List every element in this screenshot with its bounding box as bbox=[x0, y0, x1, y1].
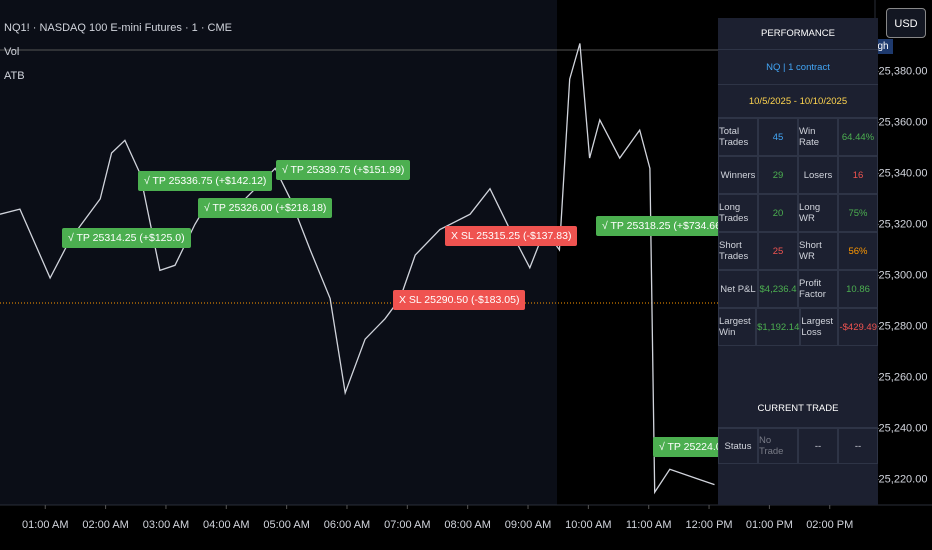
stats-cell: -$429.49 bbox=[838, 308, 878, 346]
stats-row: Net P&L $4,236.4 Profit Factor 10.86 bbox=[718, 270, 878, 308]
stats-cell: Short Trades bbox=[718, 232, 758, 270]
trade-label: √ TP 25318.25 (+$734.66) bbox=[596, 216, 731, 236]
x-tick-label: 06:00 AM bbox=[324, 519, 370, 531]
y-tick-label: 25,360.00 bbox=[879, 116, 928, 128]
indicator-label[interactable]: Vol bbox=[4, 46, 20, 58]
x-tick-label: 12:00 PM bbox=[686, 519, 733, 531]
y-tick-label: 25,380.00 bbox=[879, 65, 928, 77]
stats-cell: Largest Loss bbox=[800, 308, 839, 346]
symbol-title: NQ1! · NASDAQ 100 E-mini Futures · 1 · C… bbox=[4, 22, 232, 34]
session-background bbox=[0, 0, 557, 505]
stats-cell: 56% bbox=[838, 232, 878, 270]
panel-title-text: PERFORMANCE bbox=[761, 28, 835, 39]
trade-label: √ TP 25326.00 (+$218.18) bbox=[198, 198, 333, 218]
x-tick-label: 03:00 AM bbox=[143, 519, 189, 531]
stats-cell: 29 bbox=[758, 156, 798, 194]
stats-cell: Long Trades bbox=[718, 194, 758, 232]
y-tick-label: 25,300.00 bbox=[879, 269, 928, 281]
x-tick-label: 01:00 AM bbox=[22, 519, 68, 531]
y-tick-label: 25,220.00 bbox=[879, 473, 928, 485]
stats-cell: 75% bbox=[838, 194, 878, 232]
x-tick-label: 02:00 PM bbox=[806, 519, 853, 531]
trade-cell: Status bbox=[718, 428, 758, 464]
trade-label: X SL 25290.50 (-$183.05) bbox=[393, 290, 526, 310]
performance-panel: PERFORMANCE NQ | 1 contract 10/5/2025 - … bbox=[718, 18, 878, 505]
contract-label: NQ | 1 contract bbox=[718, 50, 878, 85]
stats-row: Long Trades 20 Long WR 75% bbox=[718, 194, 878, 232]
panel-title: PERFORMANCE bbox=[718, 18, 878, 50]
trade-row: Status No Trade -- -- bbox=[718, 428, 878, 464]
stats-cell: Winners bbox=[718, 156, 758, 194]
x-tick-label: 05:00 AM bbox=[263, 519, 309, 531]
stats-row: Total Trades 45 Win Rate 64.44% bbox=[718, 118, 878, 156]
trade-cell: No Trade bbox=[758, 428, 798, 464]
trade-label: X SL 25315.25 (-$137.83) bbox=[445, 226, 578, 246]
price-line bbox=[0, 43, 715, 495]
stats-row: Largest Win $1,192.14 Largest Loss -$429.49 bbox=[718, 308, 878, 346]
stats-cell: $4,236.4 bbox=[758, 270, 798, 308]
x-tick-label: 10:00 AM bbox=[565, 519, 611, 531]
indicator-label[interactable]: ATB bbox=[4, 70, 25, 82]
stats-cell: Largest Win bbox=[718, 308, 757, 346]
stats-cell: 25 bbox=[758, 232, 798, 270]
trade-cell: -- bbox=[838, 428, 878, 464]
trade-label: √ TP 25339.75 (+$151.99) bbox=[276, 160, 411, 180]
stats-cell: Short WR bbox=[798, 232, 838, 270]
current-trade-text: CURRENT TRADE bbox=[757, 403, 839, 414]
stats-row: Short Trades 25 Short WR 56% bbox=[718, 232, 878, 270]
stats-cell: Total Trades bbox=[718, 118, 758, 156]
contract-text: NQ | 1 contract bbox=[766, 61, 830, 73]
y-tick-label: 25,320.00 bbox=[879, 218, 928, 230]
x-tick-label: 04:00 AM bbox=[203, 519, 249, 531]
x-tick-label: 09:00 AM bbox=[505, 519, 551, 531]
trade-cell: -- bbox=[798, 428, 838, 464]
trade-label: √ TP 25314.25 (+$125.0) bbox=[62, 228, 191, 248]
stats-cell: 10.86 bbox=[838, 270, 878, 308]
x-tick-label: 02:00 AM bbox=[82, 519, 128, 531]
y-tick-label: 25,340.00 bbox=[879, 167, 928, 179]
stats-cell: $1,192.14 bbox=[756, 308, 801, 346]
stats-cell: 20 bbox=[758, 194, 798, 232]
y-tick-label: 25,240.00 bbox=[879, 422, 928, 434]
current-trade-title: CURRENT TRADE bbox=[718, 390, 878, 428]
x-tick-label: 11:00 AM bbox=[626, 519, 672, 531]
date-range: 10/5/2025 - 10/10/2025 bbox=[718, 85, 878, 118]
stats-cell: Net P&L bbox=[718, 270, 758, 308]
x-tick-label: 01:00 PM bbox=[746, 519, 793, 531]
stats-row: Winners 29 Losers 16 bbox=[718, 156, 878, 194]
date-range-text: 10/5/2025 - 10/10/2025 bbox=[748, 95, 848, 107]
x-tick-label: 07:00 AM bbox=[384, 519, 430, 531]
trade-label: √ TP 25336.75 (+$142.12) bbox=[138, 171, 273, 191]
stats-cell: Losers bbox=[798, 156, 838, 194]
stats-cell: 64.44% bbox=[838, 118, 878, 156]
currency-button[interactable]: USD bbox=[886, 8, 926, 38]
stats-cell: 45 bbox=[758, 118, 798, 156]
stats-cell: Profit Factor bbox=[798, 270, 838, 308]
x-tick-label: 08:00 AM bbox=[444, 519, 490, 531]
stats-cell: 16 bbox=[838, 156, 878, 194]
stats-cell: Long WR bbox=[798, 194, 838, 232]
y-tick-label: 25,260.00 bbox=[879, 371, 928, 383]
y-tick-label: 25,280.00 bbox=[879, 320, 928, 332]
stats-cell: Win Rate bbox=[798, 118, 838, 156]
